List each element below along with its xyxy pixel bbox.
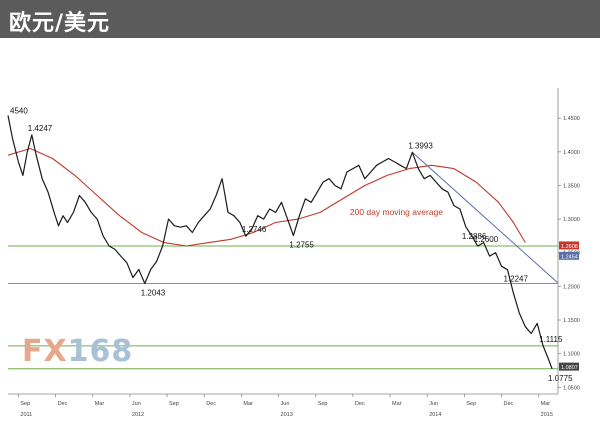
x-tick-label-13: Dec (504, 401, 514, 407)
x-tick-label-10: Mar (392, 401, 402, 407)
right-marker-box-0 (559, 241, 579, 250)
price-label-2: 1.2043 (141, 288, 166, 297)
x-tick-label-7: Jun (281, 401, 290, 407)
support-lines (8, 245, 558, 370)
x-tick-label-3: Jun (132, 401, 141, 407)
price-label-10: 1.0775 (548, 374, 573, 383)
x-year-label-0: 2011 (20, 412, 32, 418)
right-marker-label-2: 1.0807 (561, 365, 578, 371)
x-year-label-4: 2015 (541, 412, 553, 418)
x-tick-label-0: Sep (20, 401, 30, 407)
price-label-8: 1.2247 (503, 275, 528, 284)
price-label-7: 1.2600 (474, 235, 499, 244)
price-label-6: 1.2886 (462, 232, 487, 241)
right-marker-box-1 (559, 251, 579, 260)
x-tick-label-9: Dec (355, 401, 365, 407)
y-axis: 1.05001.10001.15001.20001.25001.30001.35… (557, 88, 580, 394)
price-label-5: 1.3993 (408, 141, 433, 150)
price-label-9: 1.1115 (539, 335, 563, 344)
price-label-1: 1.4247 (28, 124, 53, 133)
x-tick-label-12: Sep (466, 401, 476, 407)
x-tick-label-14: Mar (541, 401, 551, 407)
x-tick-label-5: Dec (206, 401, 216, 407)
right-marker-label-0: 1.2608 (561, 244, 578, 250)
y-tick-label-2: 1.1500 (563, 318, 580, 324)
x-tick-label-2: Mar (95, 401, 105, 407)
right-marker-box-2 (559, 362, 579, 371)
x-tick-label-4: Sep (169, 401, 179, 407)
trendline-group (411, 151, 559, 284)
price-line (7, 115, 553, 370)
logo-part-168: 168 (67, 334, 134, 369)
x-year-label-1: 2012 (132, 412, 144, 418)
right-marker-label-1: 1.2454 (561, 254, 578, 260)
y-tick-label-6: 1.3500 (563, 183, 580, 189)
y-tick-label-7: 1.4000 (563, 150, 580, 156)
x-tick-label-6: Mar (243, 401, 253, 407)
x-axis: Sep Dec Mar Jun Sep Dec Mar Jun Sep Dec Mar Jun Sep D… (8, 393, 558, 418)
price-series-group (7, 115, 553, 370)
price-label-3: 1.2746 (242, 225, 267, 234)
x-tick-label-8: Sep (318, 401, 328, 407)
chart-title: 欧元/美元 (9, 11, 111, 36)
x-year-label-2: 2013 (281, 412, 293, 418)
y-tick-label-3: 1.2000 (563, 284, 580, 290)
y-tick-label-8: 1.4500 (563, 116, 580, 122)
logo-part-fx: FX (22, 334, 68, 369)
chart-header: 欧元/美元 (0, 0, 600, 38)
moving-average-line (7, 147, 526, 247)
y-tick-label-0: 1.0500 (563, 385, 580, 391)
y-tick-label-1: 1.1000 (563, 352, 580, 358)
x-year-label-3: 2014 (429, 412, 441, 418)
x-tick-label-11: Jun (429, 401, 438, 407)
annotations: 200 day moving average (350, 207, 443, 217)
price-label-4: 1.2755 (289, 241, 314, 250)
moving-average-group (7, 147, 526, 247)
fx168-logo: FX168 (22, 334, 133, 369)
chart-area: 4540 1.4247 1.2043 1.2746 1.2755 1.3993 1.2886… (0, 38, 600, 436)
x-tick-label-1: Dec (58, 401, 68, 407)
right-markers: 1.2608 1.2454 1.0807 (559, 241, 579, 371)
y-tick-label-5: 1.3000 (563, 217, 580, 223)
price-label-0: 4540 (10, 106, 28, 115)
trendline (411, 151, 559, 284)
annotation-label-0: 200 day moving average (350, 207, 443, 217)
